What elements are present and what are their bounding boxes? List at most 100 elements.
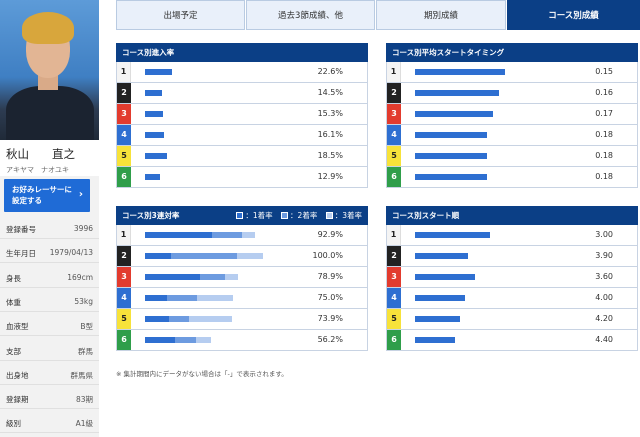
lane-value: 18.5% xyxy=(317,151,343,160)
lane-row: 1 22.6% xyxy=(116,62,368,83)
lane-value: 56.2% xyxy=(317,335,343,344)
legend-first: ：1着率 xyxy=(245,211,273,220)
set-favorite-racer-button[interactable]: お好みレーサーに 設定する › xyxy=(4,179,90,212)
lane-number-badge: 5 xyxy=(117,146,131,166)
lane-value: 12.9% xyxy=(317,172,343,181)
start-order-bar xyxy=(415,316,460,322)
lane-value: 0.18 xyxy=(595,151,613,160)
lane-number-badge: 3 xyxy=(117,267,131,287)
profile-info-label: 登録期 xyxy=(6,395,29,405)
lane-row: 1 92.9% xyxy=(116,225,368,246)
profile-info-label: 級別 xyxy=(6,419,21,429)
lane-number-badge: 1 xyxy=(387,62,401,82)
first-place-bar xyxy=(145,274,201,280)
start-order-bar xyxy=(415,253,468,259)
third-place-bar xyxy=(241,232,255,238)
lane-row: 5 73.9% xyxy=(116,309,368,330)
entry-rate-title: コース別進入率 xyxy=(116,43,368,62)
lane-value: 0.17 xyxy=(595,109,613,118)
lane-number-badge: 5 xyxy=(387,146,401,166)
avg-start-bar xyxy=(415,174,487,180)
lane-row: 2 3.90 xyxy=(386,246,638,267)
lane-number-badge: 4 xyxy=(387,125,401,145)
lane-row: 3 78.9% xyxy=(116,267,368,288)
third-place-bar xyxy=(195,337,212,343)
avg-start-bar xyxy=(415,90,499,96)
first-place-bar xyxy=(145,337,175,343)
racer-photo xyxy=(0,0,99,140)
profile-info-value: A1級 xyxy=(75,419,93,429)
lane-number-badge: 6 xyxy=(117,167,131,187)
lane-value: 3.00 xyxy=(595,230,613,239)
top3-rate-panel: コース別3連対率 ：1着率 ：2着率 ：3着率 1 92.9% 2 100.0% 3 78… xyxy=(116,206,368,351)
lane-number-badge: 3 xyxy=(387,104,401,124)
lane-row: 3 15.3% xyxy=(116,104,368,125)
lane-row: 2 14.5% xyxy=(116,83,368,104)
lane-value: 78.9% xyxy=(317,272,343,281)
lane-number-badge: 4 xyxy=(117,288,131,308)
avg-start-bar xyxy=(415,153,487,159)
entry-rate-bar xyxy=(145,111,164,117)
start-order-bar xyxy=(415,274,475,280)
set-favorite-label: お好みレーサーに 設定する xyxy=(12,185,72,205)
top3-rate-title: コース別3連対率 xyxy=(122,211,180,220)
second-place-bar xyxy=(212,232,242,238)
profile-info-row: 体重 53kg xyxy=(0,291,99,312)
first-place-bar xyxy=(145,253,171,259)
tab-4[interactable]: コース別成績 xyxy=(507,0,640,30)
top3-legend: ：1着率 ：2着率 ：3着率 xyxy=(230,206,362,225)
lane-row: 4 0.18 xyxy=(386,125,638,146)
first-place-bar xyxy=(145,295,168,301)
tab-1[interactable]: 出場予定 xyxy=(116,0,245,30)
lane-number-badge: 2 xyxy=(117,246,131,266)
tab-3[interactable]: 期別成績 xyxy=(376,0,506,30)
first-place-bar xyxy=(145,316,169,322)
lane-row: 2 0.16 xyxy=(386,83,638,104)
third-place-bar xyxy=(196,295,234,301)
start-order-bar xyxy=(415,337,455,343)
lane-row: 1 3.00 xyxy=(386,225,638,246)
lane-number-badge: 4 xyxy=(117,125,131,145)
lane-number-badge: 3 xyxy=(387,267,401,287)
profile-info-value: 1979/04/13 xyxy=(49,248,93,258)
tab-2[interactable]: 過去3節成績、他 xyxy=(246,0,375,30)
lane-row: 5 18.5% xyxy=(116,146,368,167)
third-place-bar xyxy=(225,274,239,280)
profile-info-value: B型 xyxy=(80,322,93,332)
avg-start-bar xyxy=(415,132,487,138)
profile-info-label: 支部 xyxy=(6,346,21,356)
profile-info-value: 群馬 xyxy=(78,346,93,356)
lane-row: 5 4.20 xyxy=(386,309,638,330)
profile-info-label: 血液型 xyxy=(6,322,29,332)
profile-info-label: 体重 xyxy=(6,297,21,307)
lane-value: 73.9% xyxy=(317,314,343,323)
lane-row: 3 3.60 xyxy=(386,267,638,288)
lane-row: 6 56.2% xyxy=(116,330,368,351)
lane-value: 16.1% xyxy=(317,130,343,139)
profile-info-value: 83期 xyxy=(75,395,93,405)
lane-number-badge: 2 xyxy=(387,246,401,266)
profile-info-label: 登録番号 xyxy=(6,225,36,234)
lane-row: 6 4.40 xyxy=(386,330,638,351)
footnote: ※ 集計期間内にデータがない場合は「-」で表示されます。 xyxy=(116,370,288,378)
avg-start-bar xyxy=(415,69,505,75)
lane-number-badge: 5 xyxy=(117,309,131,329)
avg-start-timing-title: コース別平均スタートタイミング xyxy=(386,43,638,62)
lane-value: 3.90 xyxy=(595,251,613,260)
lane-row: 3 0.17 xyxy=(386,104,638,125)
lane-row: 2 100.0% xyxy=(116,246,368,267)
profile-info-label: 生年月日 xyxy=(6,249,36,259)
profile-info-row: 支部 群馬 xyxy=(0,340,99,361)
lane-value: 4.40 xyxy=(595,335,613,344)
lane-number-badge: 1 xyxy=(387,225,401,245)
lane-number-badge: 2 xyxy=(387,83,401,103)
lane-row: 6 12.9% xyxy=(116,167,368,188)
profile-info-row: 血液型 B型 xyxy=(0,315,99,337)
lane-row: 5 0.18 xyxy=(386,146,638,167)
lane-value: 4.20 xyxy=(595,314,613,323)
lane-number-badge: 2 xyxy=(117,83,131,103)
lane-row: 4 16.1% xyxy=(116,125,368,146)
profile-info-value: 群馬県 xyxy=(70,370,94,380)
lane-value: 0.16 xyxy=(595,88,613,97)
start-order-panel: コース別スタート順 1 3.00 2 3.90 3 3.60 4 4.00 5 4.20 6 4.40 xyxy=(386,206,638,351)
